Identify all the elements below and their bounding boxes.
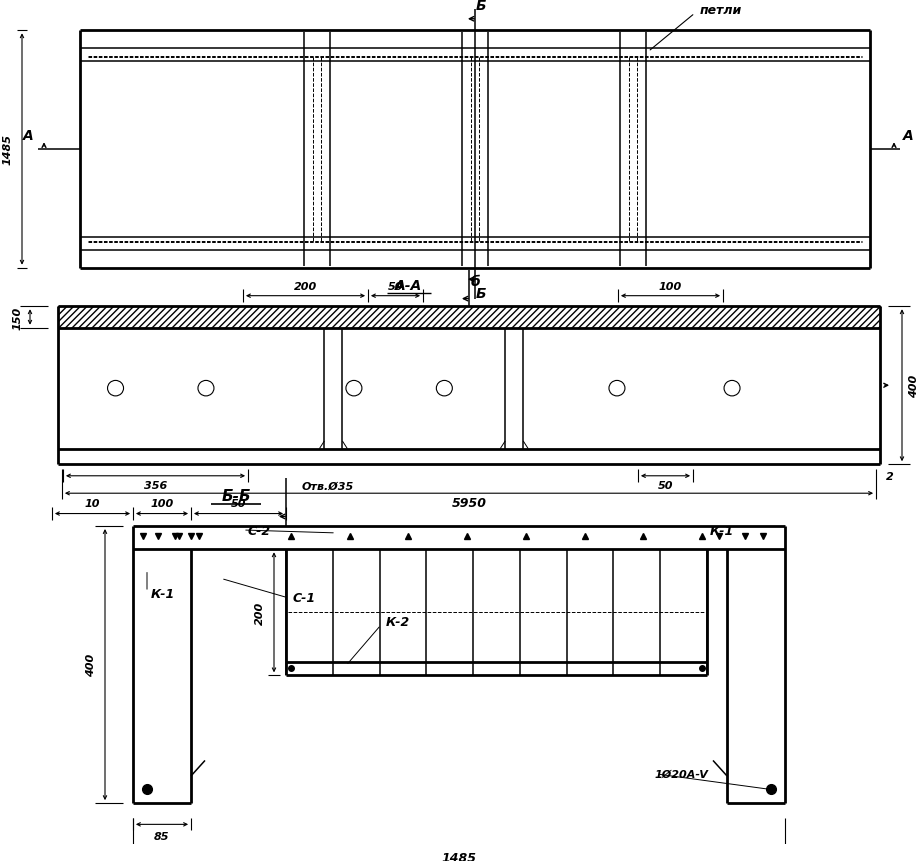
- Bar: [58, 307, 880, 328]
- Text: 50: 50: [388, 282, 403, 292]
- Text: К-2: К-2: [386, 616, 410, 629]
- Text: 400: 400: [909, 375, 919, 398]
- Text: 200: 200: [255, 601, 265, 624]
- Text: 2: 2: [886, 471, 894, 481]
- Text: 5950: 5950: [452, 497, 487, 510]
- Text: 400: 400: [86, 653, 96, 677]
- Text: 100: 100: [151, 499, 174, 508]
- Text: Отв.Ø35: Отв.Ø35: [302, 481, 354, 491]
- Text: Б: Б: [476, 287, 486, 300]
- Text: К-1: К-1: [151, 588, 176, 601]
- Text: 200: 200: [294, 282, 317, 292]
- Text: А: А: [903, 129, 914, 143]
- Text: 50: 50: [658, 481, 674, 491]
- Text: 85: 85: [154, 831, 170, 841]
- Text: Б-Б: Б-Б: [221, 488, 250, 503]
- Text: С-2: С-2: [248, 523, 271, 537]
- Text: А: А: [22, 129, 33, 143]
- Text: 150: 150: [13, 306, 23, 329]
- Text: 356: 356: [144, 481, 167, 491]
- Text: А-А: А-А: [395, 279, 422, 293]
- Text: 50: 50: [231, 499, 247, 508]
- Text: 100: 100: [659, 282, 682, 292]
- Text: Б: Б: [476, 0, 486, 13]
- Text: б: б: [471, 275, 480, 288]
- Text: С-1: С-1: [293, 592, 316, 604]
- Text: 1Ø20А-V: 1Ø20А-V: [655, 769, 709, 779]
- Text: К-1: К-1: [710, 523, 735, 537]
- Text: 1485: 1485: [3, 134, 13, 165]
- Text: петли: петли: [700, 3, 742, 16]
- Text: 1485: 1485: [442, 851, 477, 861]
- Text: 10: 10: [85, 499, 100, 508]
